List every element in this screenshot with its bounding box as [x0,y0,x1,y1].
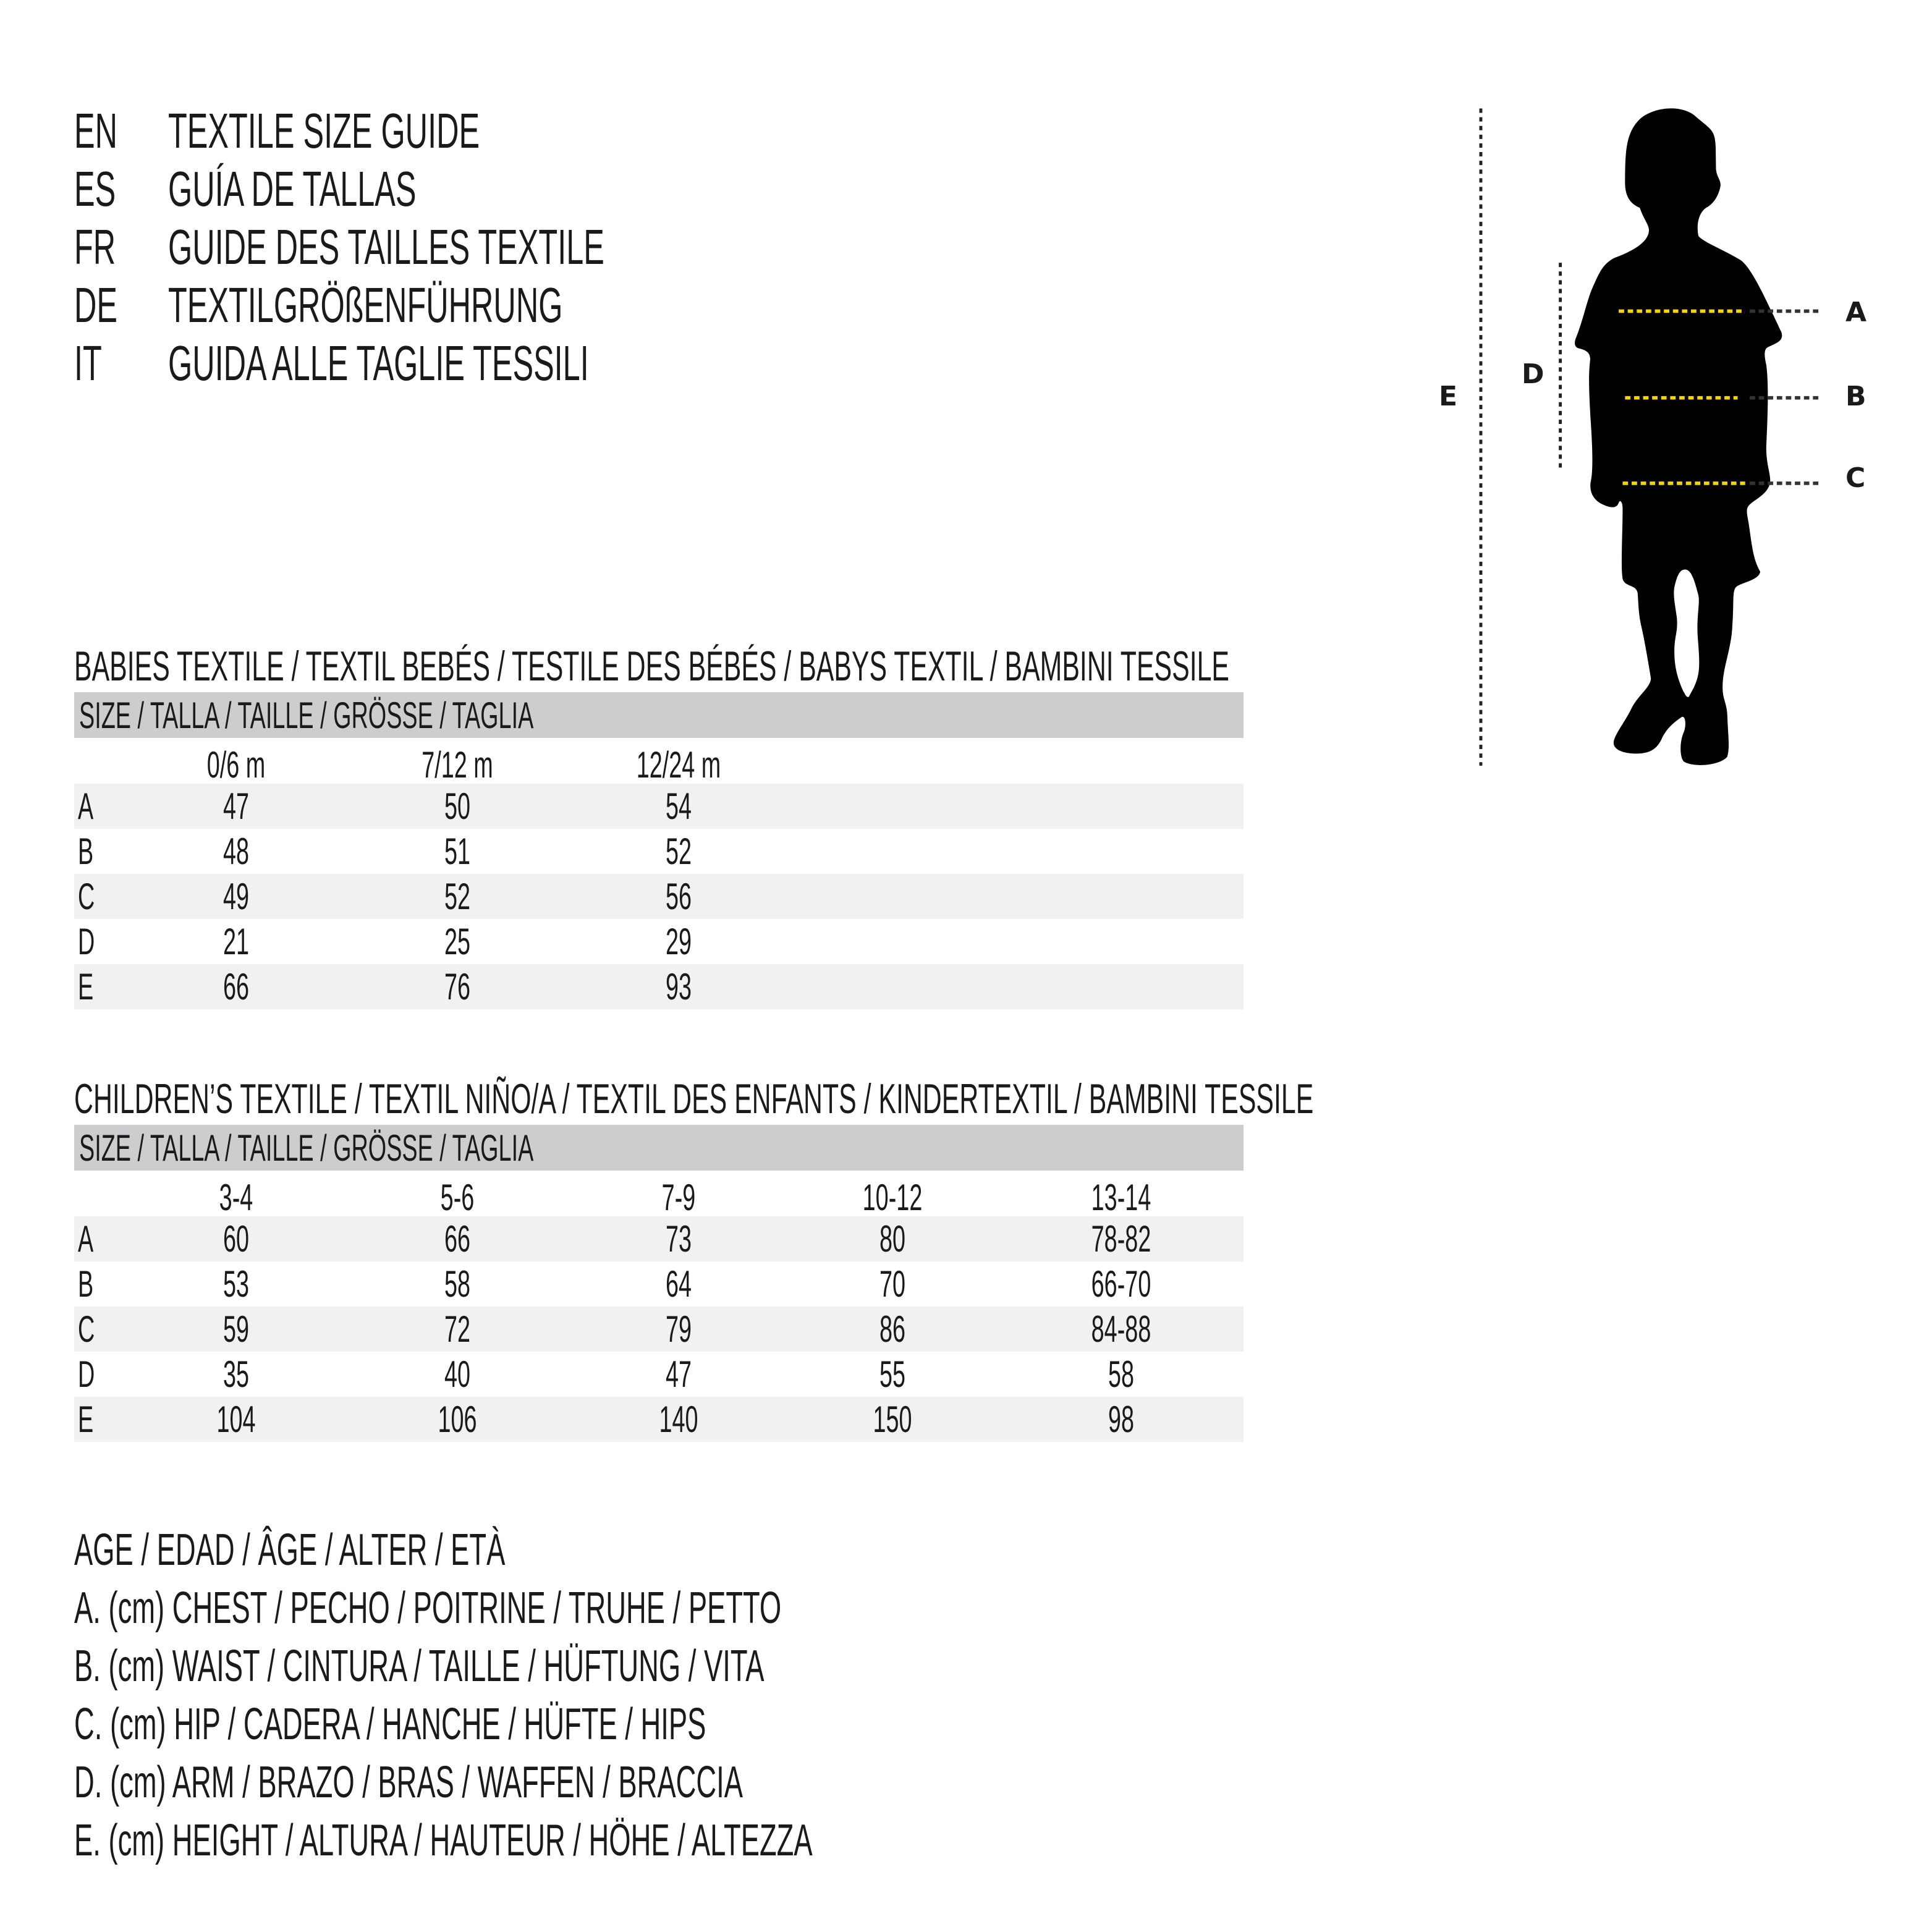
column-header: 5-6 [440,1177,475,1218]
size-label: SIZE / TALLA / TAILLE / GRÖSSE / TAGLIA [79,1127,534,1169]
section-heading: BABIES TEXTILE / TEXTIL BEBÉS / TESTILE … [74,643,1230,690]
table-cell: 58 [1108,1353,1135,1395]
title-text: TEXTILGRÖßENFÜHRUNG [168,278,563,333]
size-label: SIZE / TALLA / TAILLE / GRÖSSE / TAGLIA [79,695,534,736]
table-row: C 59 72 79 86 84-88 [74,1307,1244,1352]
table-cell: 40 [444,1353,471,1395]
table-cell: 48 [222,830,250,872]
table-cell: 55 [879,1353,906,1395]
legend-item: A. (cm) CHEST / PECHO / POITRINE / TRUHE… [74,1583,782,1633]
table-cell: 70 [879,1263,906,1305]
table-cell: 79 [665,1308,692,1350]
child-silhouette-icon [1479,108,1822,766]
legend-item: B. (cm) WAIST / CINTURA / TAILLE / HÜFTU… [74,1642,765,1691]
table-cell: 25 [444,920,471,962]
title-text: GUIDA ALLE TAGLIE TESSILI [168,336,589,391]
column-header: 3-4 [219,1177,253,1218]
row-label: A [78,785,94,827]
table-cell: 52 [665,830,692,872]
table-cell: 54 [665,785,692,827]
row-label: B [78,830,94,872]
table-cell: 21 [222,920,250,962]
table-cell: 52 [444,875,471,917]
table-row: B 53 58 64 70 66-70 [74,1261,1244,1307]
row-label: D [78,1353,95,1395]
table-cell: 98 [1108,1398,1135,1440]
table-row: D 35 40 47 55 58 [74,1352,1244,1397]
child-silhouette [1575,108,1782,765]
table-row: E 66 76 93 [74,964,1244,1009]
table-row: A 47 50 54 [74,784,1244,829]
title-text: TEXTILE SIZE GUIDE [168,103,480,158]
table-cell: 66 [444,1218,471,1260]
table-cell: 50 [444,785,471,827]
table-cell: 47 [665,1353,692,1395]
row-label: C [78,875,95,917]
table-cell: 73 [665,1218,692,1260]
table-cell: 47 [222,785,250,827]
label-d: D [1522,358,1544,390]
table-cell: 66 [222,965,250,1007]
section-heading: CHILDREN’S TEXTILE / TEXTIL NIÑO/A / TEX… [74,1075,1314,1122]
title-text: GUÍA DE TALLAS [168,161,417,216]
row-label: E [78,965,94,1007]
table-cell: 140 [659,1398,698,1440]
table-cell: 59 [222,1308,250,1350]
column-header: 7-9 [661,1177,696,1218]
table-cell: 106 [438,1398,477,1440]
table-cell: 56 [665,875,692,917]
column-header: 13-14 [1091,1177,1151,1218]
legend-item: D. (cm) ARM / BRAZO / BRAS / WAFFEN / BR… [74,1758,743,1807]
table-cell: 35 [222,1353,250,1395]
column-header: 10-12 [862,1177,923,1218]
table-cell: 84-88 [1091,1308,1151,1350]
table-cell: 51 [444,830,471,872]
title-lang-code: EN [74,103,118,158]
table-cell: 53 [222,1263,250,1305]
label-e: E [1439,381,1458,412]
row-label: C [78,1308,95,1350]
legend-item: E. (cm) HEIGHT / ALTURA / HAUTEUR / HÖHE… [74,1816,813,1865]
table-cell: 29 [665,920,692,962]
label-b: B [1845,381,1866,412]
table-cell: 64 [665,1263,692,1305]
title-lang-code: DE [74,278,118,333]
table-cell: 93 [665,965,692,1007]
size-header-bar [74,1125,1244,1171]
row-label: A [78,1218,94,1260]
table-cell: 66-70 [1091,1263,1151,1305]
age-label: AGE / EDAD / ÂGE / ALTER / ETÀ [74,1525,506,1575]
table-cell: 78-82 [1091,1218,1151,1260]
title-lang-code: IT [74,336,102,391]
label-a: A [1845,297,1867,328]
table-row: E 104 106 140 150 98 [74,1397,1244,1442]
label-c: C [1845,462,1866,494]
row-label: B [78,1263,94,1305]
row-label: E [78,1398,94,1440]
table-cell: 104 [216,1398,256,1440]
column-header: 0/6 m [206,744,266,786]
row-label: D [78,920,95,962]
table-cell: 49 [222,875,250,917]
legend-item: C. (cm) HIP / CADERA / HANCHE / HÜFTE / … [74,1700,706,1749]
table-cell: 86 [879,1308,906,1350]
table-row: C 49 52 56 [74,874,1244,919]
table-row: B 48 51 52 [74,829,1244,874]
table-cell: 76 [444,965,471,1007]
table-cell: 80 [879,1218,906,1260]
column-header: 12/24 m [636,744,721,786]
size-header-bar [74,692,1244,738]
table-cell: 150 [873,1398,912,1440]
table-cell: 72 [444,1308,471,1350]
column-header: 7/12 m [422,744,493,786]
table-row: D 21 25 29 [74,919,1244,964]
title-lang-code: ES [74,161,116,216]
table-row: A 60 66 73 80 78-82 [74,1216,1244,1261]
title-lang-code: FR [74,219,116,274]
table-cell: 60 [222,1218,250,1260]
title-text: GUIDE DES TAILLES TEXTILE [168,219,604,274]
table-cell: 58 [444,1263,471,1305]
